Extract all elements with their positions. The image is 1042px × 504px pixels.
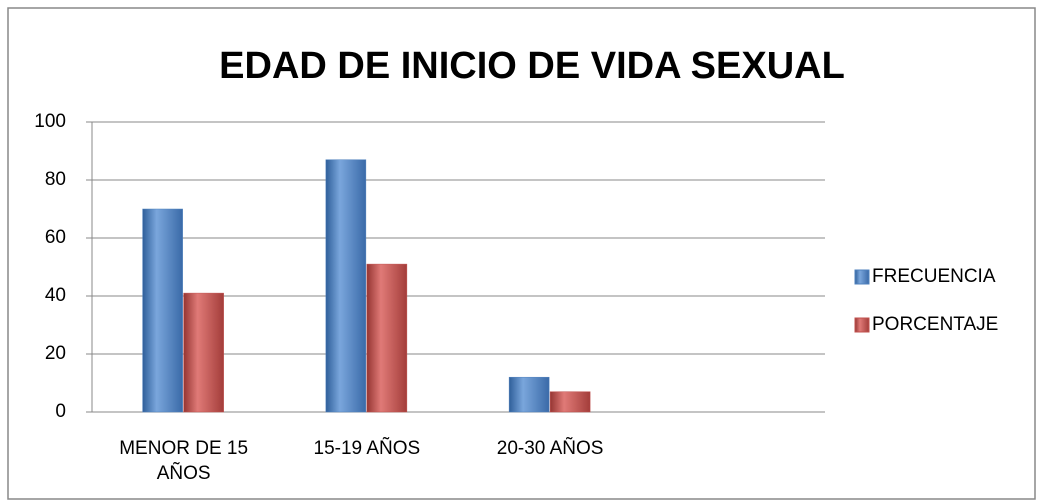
- y-tick-label: 100: [34, 111, 66, 132]
- y-tick-label: 60: [45, 227, 66, 248]
- y-tick-label: 40: [45, 285, 66, 306]
- legend-label: FRECUENCIA: [872, 266, 996, 287]
- bar: [549, 391, 591, 413]
- x-tick-label: 15-19 AÑOS: [313, 438, 421, 459]
- legend-swatch: [854, 269, 870, 285]
- bar: [325, 159, 367, 413]
- legend-swatch: [854, 317, 870, 333]
- bar: [366, 263, 408, 413]
- bar: [508, 376, 550, 413]
- y-tick-label: 80: [45, 169, 66, 190]
- bar: [142, 208, 183, 413]
- y-tick-label: 20: [45, 343, 66, 364]
- bar: [183, 292, 224, 413]
- legend-label: PORCENTAJE: [872, 314, 998, 335]
- y-tick-label: 0: [55, 401, 66, 422]
- x-tick-label: MENOR DE 15 AÑOS: [119, 438, 249, 484]
- x-tick-label: 20-30 AÑOS: [496, 438, 604, 459]
- chart-title: EDAD DE INICIO DE VIDA SEXUAL: [219, 45, 845, 87]
